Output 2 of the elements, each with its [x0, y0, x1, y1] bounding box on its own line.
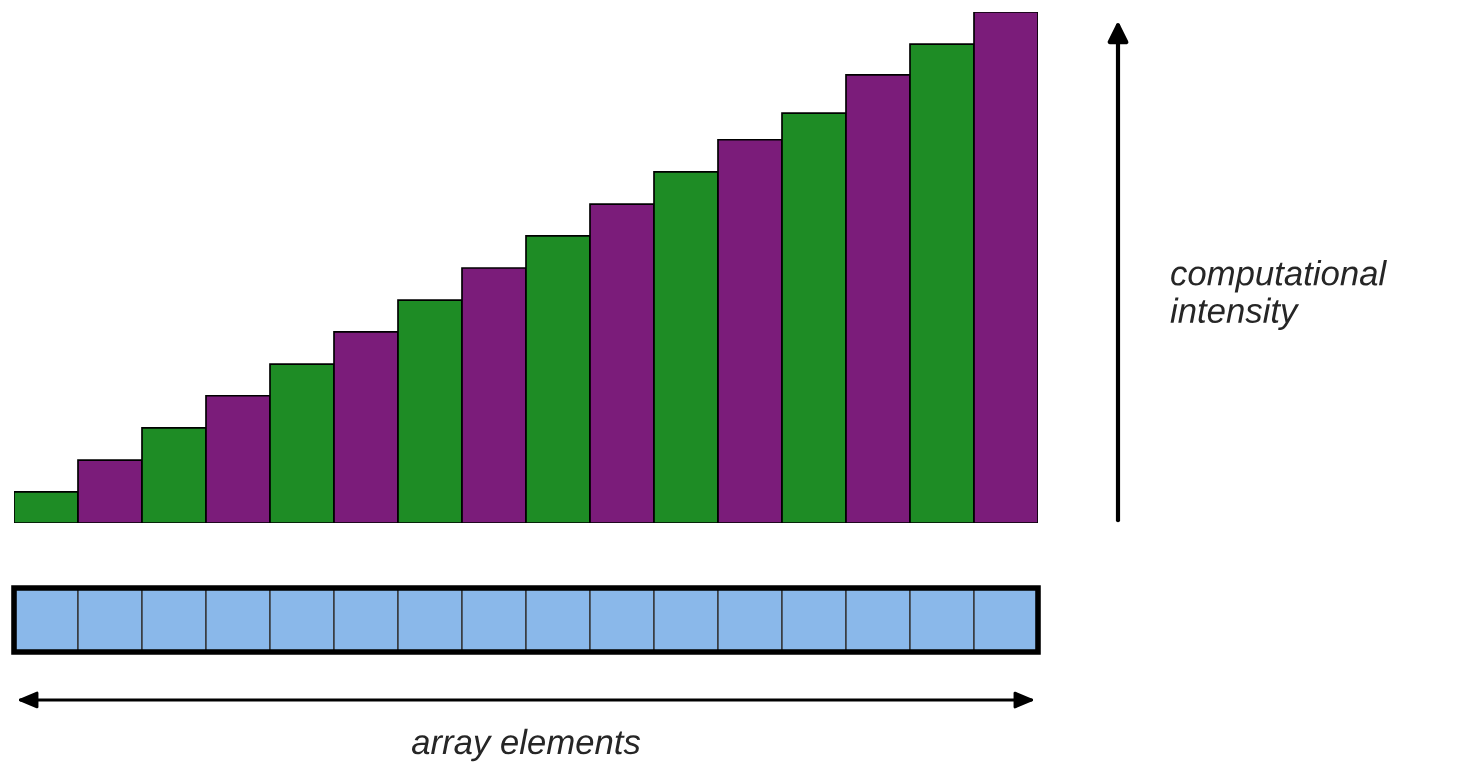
text: computational intensity [1170, 260, 1387, 330]
text: array elements [411, 728, 641, 762]
